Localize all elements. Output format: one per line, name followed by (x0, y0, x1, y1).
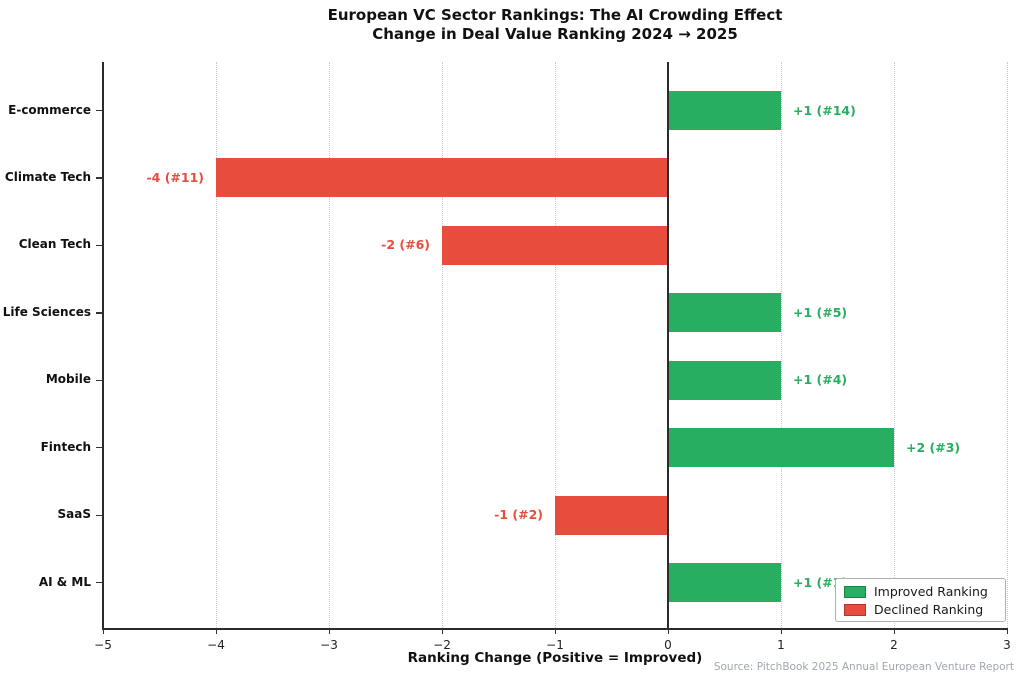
y-tick-label: E-commerce (8, 102, 91, 117)
y-tick-label: Clean Tech (18, 237, 91, 252)
x-tick-label--3: −3 (320, 638, 338, 652)
bar-life-sciences (668, 293, 781, 333)
bar-mobile (668, 360, 781, 400)
x-tick-mark--1 (554, 629, 556, 634)
x-axis-spine (102, 628, 1008, 630)
x-tick-mark-2 (893, 629, 895, 634)
bar-value-label: -1 (#2) (494, 507, 543, 523)
bar-ai-ml (668, 563, 781, 603)
source-note: Source: PitchBook 2025 Annual European V… (713, 661, 1014, 673)
bar-climate-tech (216, 158, 668, 198)
gridline-x-2 (894, 62, 895, 628)
bar-value-label: +1 (#14) (793, 102, 856, 118)
gridline-x--1 (555, 62, 556, 628)
x-tick-label-1: 1 (777, 638, 785, 652)
legend-swatch-improved (844, 585, 866, 598)
x-tick-label--5: −5 (94, 638, 112, 652)
y-tick-label: Fintech (40, 439, 91, 454)
y-tick-mark (96, 109, 103, 112)
y-tick-mark (96, 514, 103, 516)
bar-clean-tech (442, 225, 668, 265)
gridline-x--2 (442, 62, 443, 628)
y-tick-mark (96, 447, 103, 449)
bar-value-label: -4 (#11) (146, 169, 204, 185)
chart-title: European VC Sector Rankings: The AI Crow… (103, 6, 1007, 44)
chart-title-line1: European VC Sector Rankings: The AI Crow… (327, 6, 783, 24)
x-tick-label-3: 3 (1003, 638, 1011, 652)
legend-label-declined: Declined Ranking (874, 602, 984, 617)
y-tick-label: Climate Tech (4, 169, 91, 184)
x-tick-mark-3 (1006, 629, 1008, 634)
x-tick-label--1: −1 (546, 638, 564, 652)
x-tick-mark-0 (667, 629, 669, 634)
chart-title-line2: Change in Deal Value Ranking 2024 → 2025 (372, 25, 738, 43)
legend: Improved Ranking Declined Ranking (835, 578, 1006, 622)
legend-label-improved: Improved Ranking (874, 584, 988, 599)
gridline-x--4 (216, 62, 217, 628)
y-tick-label: AI & ML (38, 574, 91, 589)
y-axis-spine (102, 62, 104, 628)
plot-area: −5 −4 −3 −2 −1 0 1 2 3 +1 (#14) E-commerce -4 (#11)… (3, 62, 1011, 652)
y-tick-label: SaaS (57, 507, 91, 522)
bar-value-label: +1 (#1) (793, 574, 848, 590)
y-tick-mark (96, 244, 103, 247)
bar-value-label: +2 (#3) (906, 439, 961, 455)
y-tick-mark (96, 379, 103, 381)
y-tick-mark (96, 312, 103, 314)
bar-fintech (668, 428, 894, 468)
bar-e-commerce (668, 91, 781, 130)
gridline-x-1 (781, 62, 782, 628)
x-tick-mark--4 (215, 629, 217, 634)
bar-value-label: -2 (#6) (381, 237, 430, 253)
x-axis-label: Ranking Change (Positive = Improved) (407, 650, 703, 666)
bar-value-label: +1 (#5) (793, 304, 848, 320)
x-tick-label-2: 2 (890, 638, 898, 652)
x-tick-mark--5 (102, 629, 104, 634)
legend-item-declined: Declined Ranking (844, 602, 997, 617)
x-tick-label--2: −2 (433, 638, 451, 652)
x-tick-mark--2 (441, 629, 443, 634)
legend-item-improved: Improved Ranking (844, 584, 997, 599)
y-tick-label: Mobile (45, 372, 91, 387)
x-tick-mark--3 (328, 629, 330, 634)
gridline-x--3 (329, 62, 330, 628)
gridline-x-3 (1007, 62, 1008, 628)
y-tick-mark (96, 177, 103, 179)
zero-reference-line (667, 62, 669, 628)
bar-value-label: +1 (#4) (793, 372, 848, 388)
y-tick-label: Life Sciences (2, 304, 91, 319)
x-tick-mark-1 (780, 629, 782, 634)
x-tick-label-0: 0 (664, 638, 672, 652)
bar-saas (555, 495, 668, 535)
y-tick-mark (96, 581, 103, 584)
x-tick-label--4: −4 (207, 638, 225, 652)
legend-swatch-declined (844, 603, 866, 616)
